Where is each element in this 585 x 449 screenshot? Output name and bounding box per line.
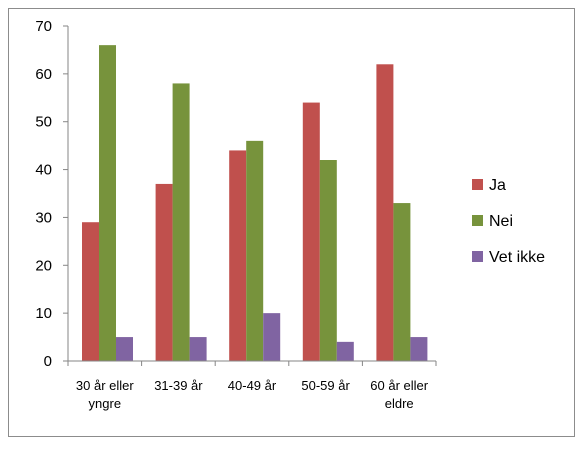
bar-vet-ikke-4 [410,337,428,361]
bar-ja-4 [376,64,394,362]
x-tick-label: 50-59 år [301,378,350,393]
labels-layer: 0 10 20 30 40 50 60 70 30 år eller yngre 31-39 år 4… [35,18,428,411]
bar-vet-ikke-0 [116,337,133,361]
bar-vet-ikke-3 [336,341,354,361]
legend-label: Ja [489,177,506,194]
legend-swatch [472,215,483,226]
legend-label: Nei [489,213,513,230]
bar-ja-3 [302,102,320,362]
y-tick-label: 10 [35,305,52,322]
y-tick-label: 50 [35,114,52,131]
bar-nei-0 [99,45,116,362]
x-tick-label: 31-39 år [154,378,203,393]
y-tick-label: 70 [35,18,52,35]
y-tick-label: 60 [35,66,52,83]
x-tick-label: 30 år eller yngre [76,378,134,411]
bar-ja-0 [82,222,99,361]
legend-swatch [472,179,483,190]
bar-ja-2 [229,150,247,361]
y-tick-label: 40 [35,162,52,179]
bar-vet-ikke-1 [189,337,207,361]
bar-vet-ikke-2 [263,313,281,361]
y-tick-label: 20 [35,257,52,274]
legend-swatch [472,251,483,262]
bar-nei-1 [172,83,190,361]
bar-nei-3 [319,160,337,361]
y-tick-label: 0 [44,353,52,370]
y-tick-label: 30 [35,209,52,226]
legend: Ja Nei Vet ikke [472,177,545,266]
bars-layer [82,45,428,362]
legend-label: Vet ikke [489,249,545,266]
x-tick-label: 40-49 år [228,378,277,393]
bar-ja-1 [155,183,173,361]
bar-nei-4 [393,203,411,361]
axes-layer [63,25,437,366]
x-tick-label: 60 år eller eldre [370,378,428,411]
bar-nei-2 [246,140,264,361]
